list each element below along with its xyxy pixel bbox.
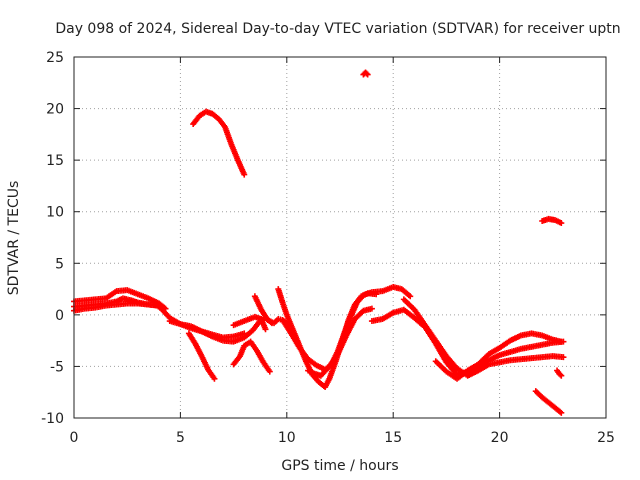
axis-ticks: 0 5 10 15 20 25 -10 -5 0 5 10 15 20 25 [41,50,615,446]
series-track-j [230,313,269,333]
x-tick-label: 20 [491,430,509,446]
y-tick-label: 10 [46,205,64,221]
data-point [558,338,565,345]
y-tick-label: 5 [55,256,64,272]
data-point [262,326,269,333]
series-track-q [432,330,565,382]
data-point [266,368,273,375]
data-point-fill [557,371,564,378]
x-tick-label: 15 [384,430,402,446]
data-points [71,69,567,416]
chart-title: Day 098 of 2024, Sidereal Day-to-day VTE… [55,21,620,37]
y-tick-label: 25 [46,50,64,66]
x-tick-label: 25 [597,430,615,446]
data-point [560,354,567,361]
x-tick-label: 10 [278,430,296,446]
plot-frame [73,56,607,419]
y-tick-label: -10 [41,411,64,427]
y-tick-label: 15 [46,153,64,169]
y-tick-label: -5 [50,359,64,375]
data-point [558,372,565,379]
series-track-d [190,108,248,178]
series-track-e [360,69,371,78]
data-point [156,302,163,309]
series-track-i [230,338,273,375]
series-track-g [185,330,218,382]
data-point [364,71,371,78]
data-point [558,409,565,416]
series-track-s [554,367,565,379]
data-point [407,293,414,300]
data-point-fill [363,70,370,77]
data-point [211,375,218,382]
grid-lines [74,57,606,418]
y-axis-label: SDTVAR / TECUs [6,181,22,296]
series-track-c [71,300,163,314]
series-track-p [400,296,567,379]
data-point [368,305,375,312]
x-axis-label: GPS time / hours [281,458,398,474]
y-tick-label: 20 [46,102,64,118]
series-track-n [305,305,375,379]
x-tick-label: 0 [70,430,79,446]
data-point [241,171,248,178]
series-track-f [539,215,565,227]
data-point [558,220,565,227]
series-track-r [532,388,565,416]
y-tick-label: 0 [55,308,64,324]
x-tick-label: 5 [176,430,185,446]
data-point [162,305,169,312]
